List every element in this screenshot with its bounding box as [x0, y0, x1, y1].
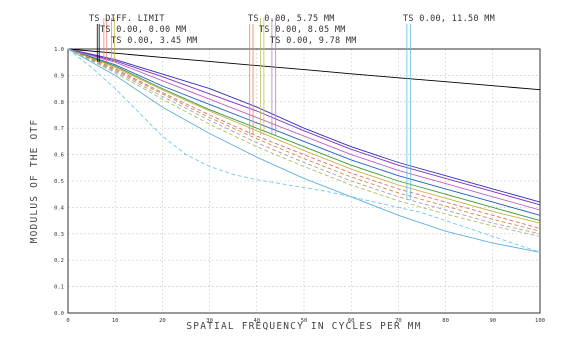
x-tick-label: 80: [442, 318, 449, 324]
x-tick-label: 100: [535, 318, 545, 324]
plot-frame: [67, 48, 541, 314]
x-tick-label: 10: [112, 318, 119, 324]
legend-label-field-3-45: TS 0.00, 3.45 MM: [111, 36, 198, 46]
x-tick-label: 40: [253, 318, 260, 324]
y-tick-label: 0.3: [54, 232, 64, 238]
x-tick-label: 70: [395, 318, 402, 324]
legend-label-field-11-50: TS 0.00, 11.50 MM: [403, 14, 495, 24]
chart-grid: [68, 49, 540, 313]
y-tick-label: 1.0: [54, 47, 64, 53]
series-line-9: [67, 48, 541, 232]
legend-label-field-0-00: TS 0.00, 0.00 MM: [100, 25, 187, 35]
y-tick-label: 0.2: [54, 258, 64, 264]
series-line-11: [67, 48, 541, 237]
series-line-5: [67, 48, 541, 216]
x-axis-title: SPATIAL FREQUENCY IN CYCLES PER MM: [186, 321, 421, 332]
series-line-8: [67, 48, 541, 229]
y-tick-label: 0.8: [54, 100, 64, 106]
legend-label-diff-limit: TS DIFF. LIMIT: [89, 14, 165, 24]
series-line-12: [67, 48, 541, 253]
y-tick-label: 0.7: [54, 126, 64, 132]
x-tick-label: 50: [301, 318, 308, 324]
y-tick-label: 0.9: [54, 73, 64, 79]
legend-markers: [96, 18, 412, 200]
series-line-1: [67, 48, 541, 91]
series-line-6: [67, 48, 541, 222]
x-tick-labels: 0 10 20 30 40 50 60 70 80 90 100: [66, 318, 545, 324]
legend-label-field-5-75: TS 0.00, 5.75 MM: [248, 14, 335, 24]
y-tick-labels: 0.0 0.1 0.2 0.3 0.4 0.5 0.6 0.7 0.8 0.9 1.0: [54, 47, 65, 317]
y-axis-title: MODULUS OF THE OTF: [29, 119, 40, 244]
series-line-7: [67, 48, 541, 224]
x-tick-label: 0: [66, 318, 69, 324]
legend-label-field-8-05: TS 0.00, 8.05 MM: [259, 25, 346, 35]
y-tick-label: 0.1: [54, 285, 64, 291]
y-tick-label: 0.6: [54, 153, 64, 159]
series-line-2: [67, 48, 541, 203]
x-tick-label: 30: [206, 318, 213, 324]
series-line-4: [67, 48, 541, 211]
x-tick-label: 60: [348, 318, 355, 324]
series-line-13: [67, 48, 541, 253]
series-line-10: [67, 48, 541, 235]
y-tick-label: 0.0: [54, 311, 64, 317]
x-tick-label: 20: [159, 318, 166, 324]
series-line-3: [67, 48, 541, 206]
series-layer: [67, 48, 541, 253]
legend-label-field-9-78: TS 0.00, 9.78 MM: [270, 36, 357, 46]
x-tick-label: 90: [489, 318, 496, 324]
y-tick-label: 0.5: [54, 179, 64, 185]
y-tick-label: 0.4: [54, 205, 65, 211]
